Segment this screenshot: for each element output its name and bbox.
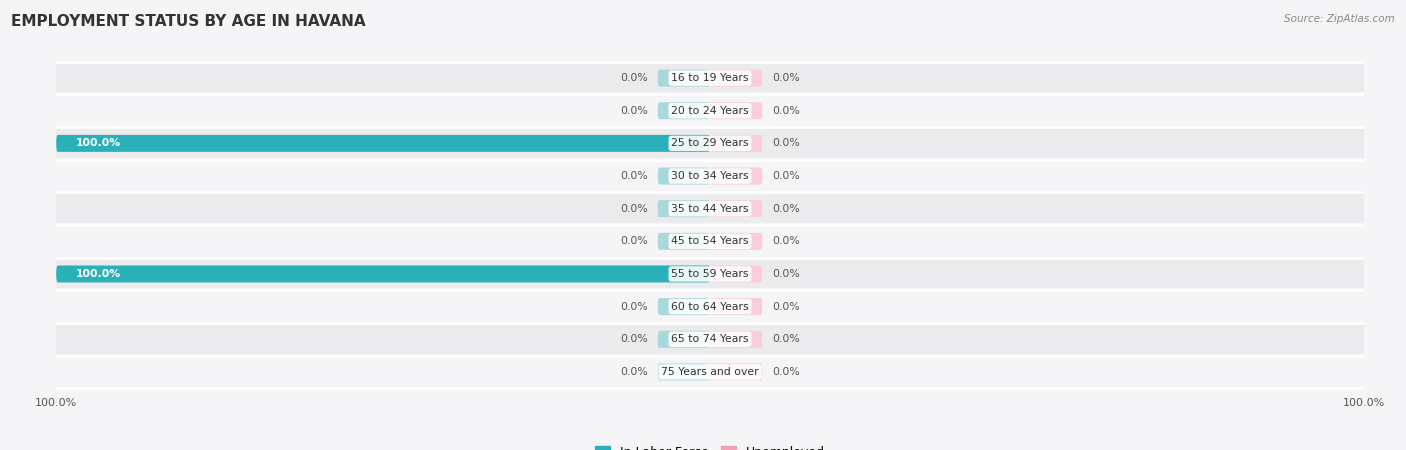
Text: 0.0%: 0.0% [772,269,800,279]
Text: EMPLOYMENT STATUS BY AGE IN HAVANA: EMPLOYMENT STATUS BY AGE IN HAVANA [11,14,366,28]
FancyBboxPatch shape [710,298,762,315]
Bar [56,194,1364,223]
Text: 45 to 54 Years: 45 to 54 Years [671,236,749,246]
Legend: In Labor Force, Unemployed: In Labor Force, Unemployed [595,446,825,450]
Bar [56,162,1364,190]
FancyBboxPatch shape [658,331,710,348]
FancyBboxPatch shape [658,167,710,184]
Text: 100.0%: 100.0% [76,269,121,279]
FancyBboxPatch shape [658,364,710,380]
Text: 75 Years and over: 75 Years and over [661,367,759,377]
Text: 0.0%: 0.0% [772,106,800,116]
Text: 0.0%: 0.0% [620,367,648,377]
Text: 0.0%: 0.0% [620,73,648,83]
FancyBboxPatch shape [710,102,762,119]
Text: 0.0%: 0.0% [772,334,800,344]
Bar [56,325,1364,354]
Text: 16 to 19 Years: 16 to 19 Years [671,73,749,83]
FancyBboxPatch shape [710,135,762,152]
FancyBboxPatch shape [658,70,710,86]
FancyBboxPatch shape [710,331,762,348]
FancyBboxPatch shape [710,364,762,380]
FancyBboxPatch shape [658,102,710,119]
Text: Source: ZipAtlas.com: Source: ZipAtlas.com [1284,14,1395,23]
Bar [56,64,1364,92]
Text: 0.0%: 0.0% [620,236,648,246]
Text: 30 to 34 Years: 30 to 34 Years [671,171,749,181]
FancyBboxPatch shape [710,167,762,184]
FancyBboxPatch shape [710,70,762,86]
Bar [56,260,1364,288]
Text: 0.0%: 0.0% [772,236,800,246]
Text: 55 to 59 Years: 55 to 59 Years [671,269,749,279]
Text: 35 to 44 Years: 35 to 44 Years [671,204,749,214]
FancyBboxPatch shape [658,200,710,217]
Text: 60 to 64 Years: 60 to 64 Years [671,302,749,311]
Text: 65 to 74 Years: 65 to 74 Years [671,334,749,344]
Text: 25 to 29 Years: 25 to 29 Years [671,139,749,148]
FancyBboxPatch shape [710,266,762,283]
Bar [56,227,1364,256]
Text: 0.0%: 0.0% [772,302,800,311]
Text: 0.0%: 0.0% [772,171,800,181]
Text: 0.0%: 0.0% [772,139,800,148]
FancyBboxPatch shape [658,233,710,250]
Text: 0.0%: 0.0% [772,204,800,214]
Text: 0.0%: 0.0% [772,73,800,83]
Text: 0.0%: 0.0% [772,367,800,377]
FancyBboxPatch shape [710,233,762,250]
Bar [56,96,1364,125]
Text: 0.0%: 0.0% [620,106,648,116]
Text: 0.0%: 0.0% [620,334,648,344]
Text: 0.0%: 0.0% [620,204,648,214]
Bar [56,358,1364,386]
Bar [56,129,1364,158]
Bar [56,292,1364,321]
FancyBboxPatch shape [56,266,710,283]
FancyBboxPatch shape [710,200,762,217]
Text: 20 to 24 Years: 20 to 24 Years [671,106,749,116]
Text: 100.0%: 100.0% [76,139,121,148]
FancyBboxPatch shape [658,298,710,315]
FancyBboxPatch shape [56,135,710,152]
Text: 0.0%: 0.0% [620,302,648,311]
Text: 0.0%: 0.0% [620,171,648,181]
